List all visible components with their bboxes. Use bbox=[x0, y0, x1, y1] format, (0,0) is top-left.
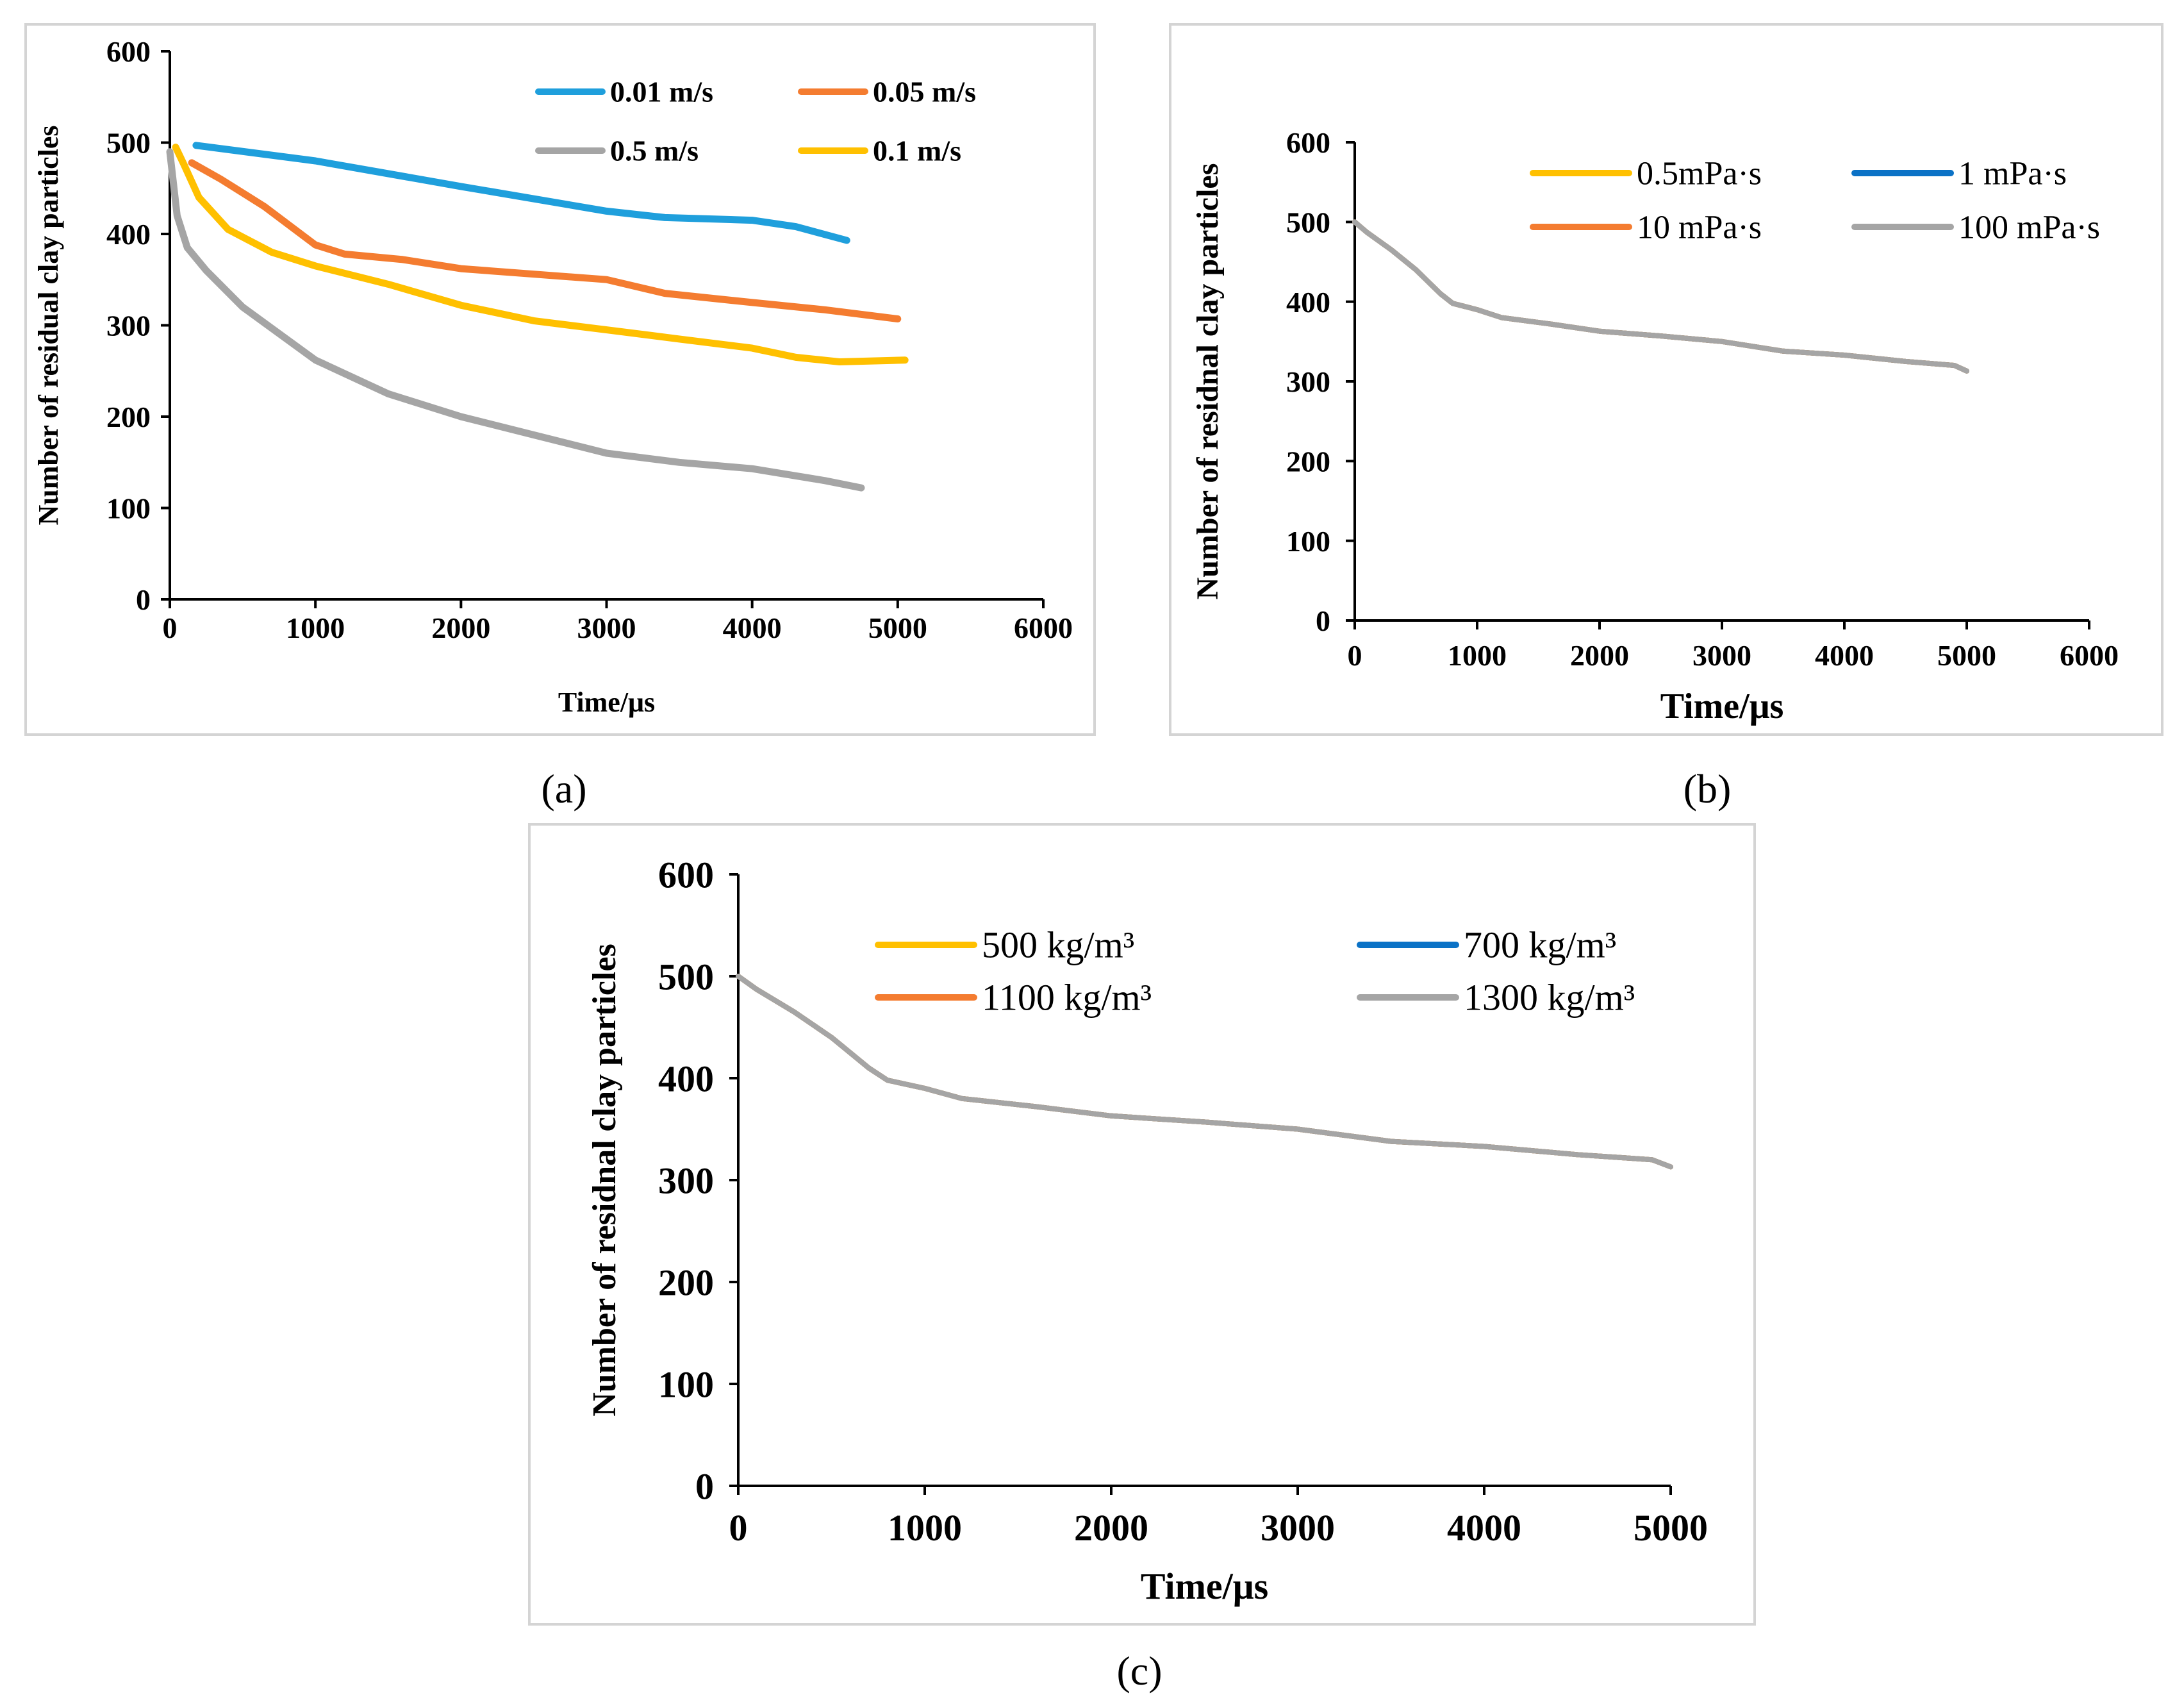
x-tick-label: 2000 bbox=[1074, 1507, 1148, 1549]
x-tick-label: 6000 bbox=[1014, 612, 1073, 644]
y-tick-label: 200 bbox=[1286, 445, 1330, 478]
x-tick-label: 6000 bbox=[2060, 639, 2119, 672]
series-line-4 bbox=[736, 974, 1673, 1170]
y-tick-label: 600 bbox=[106, 35, 151, 68]
x-axis-title: Time/μs bbox=[1141, 1565, 1268, 1607]
x-tick-label: 3000 bbox=[1261, 1507, 1335, 1549]
x-tick-label: 5000 bbox=[1937, 639, 1996, 672]
y-tick-label: 300 bbox=[1286, 365, 1330, 398]
y-tick-label: 100 bbox=[658, 1363, 714, 1405]
y-tick-label: 100 bbox=[1286, 525, 1330, 558]
chart-c: 0 100 200 300 400 500 600 0 1000 2000 3000 4000 5000… bbox=[586, 854, 1708, 1607]
y-tick-label: 400 bbox=[106, 218, 151, 251]
y-axis-title: Number of residual clay particles bbox=[33, 125, 64, 525]
x-axis-title: Time/μs bbox=[558, 687, 655, 718]
x-tick-label: 4000 bbox=[1815, 639, 1874, 672]
y-tick-label: 0 bbox=[695, 1465, 714, 1507]
panel-label-a: (a) bbox=[541, 766, 586, 812]
series-line-2 bbox=[188, 159, 902, 322]
x-tick-label: 0 bbox=[163, 612, 178, 644]
panel-c-frame bbox=[528, 823, 1756, 1626]
y-axis-title: Number of residnal clay particles bbox=[586, 944, 623, 1417]
series-line-4 bbox=[1352, 219, 1969, 374]
y-tick-label: 300 bbox=[658, 1160, 714, 1201]
panel-label-c: (c) bbox=[1116, 1648, 1162, 1694]
y-tick-label: 200 bbox=[106, 401, 151, 433]
y-tick-label: 600 bbox=[1286, 126, 1330, 159]
y-tick-label: 200 bbox=[658, 1262, 714, 1303]
series-line-4 bbox=[172, 144, 909, 365]
y-tick-label: 400 bbox=[658, 1058, 714, 1099]
x-tick-label: 5000 bbox=[1634, 1507, 1708, 1549]
legend-label: 1300 kg/m³ bbox=[1464, 977, 1635, 1019]
panel-label-b: (b) bbox=[1684, 766, 1732, 812]
x-tick-label: 1000 bbox=[1448, 639, 1507, 672]
x-tick-label: 0 bbox=[729, 1507, 748, 1549]
x-tick-label: 1000 bbox=[888, 1507, 962, 1549]
legend-label: 500 kg/m³ bbox=[982, 924, 1134, 966]
y-tick-label: 300 bbox=[106, 310, 151, 342]
legend-label: 100 mPa·s bbox=[1958, 210, 2100, 246]
x-axis-title: Time/μs bbox=[1660, 687, 1784, 726]
y-tick-label: 500 bbox=[1286, 206, 1330, 238]
series-line-3 bbox=[166, 148, 865, 492]
legend-label: 0.01 m/s bbox=[610, 76, 713, 108]
y-tick-label: 600 bbox=[658, 854, 714, 895]
y-tick-label: 400 bbox=[1286, 286, 1330, 319]
legend-label: 0.5mPa·s bbox=[1637, 156, 1762, 192]
x-tick-label: 4000 bbox=[1447, 1507, 1521, 1549]
legend-label: 1 mPa·s bbox=[1958, 156, 2067, 192]
x-tick-label: 5000 bbox=[868, 612, 927, 644]
y-tick-label: 100 bbox=[106, 492, 151, 525]
y-axis-title: Number of residnal clay particles bbox=[1191, 163, 1225, 600]
legend-label: 1100 kg/m³ bbox=[982, 977, 1152, 1019]
legend-label: 0.1 m/s bbox=[873, 135, 961, 167]
legend-label: 0.05 m/s bbox=[873, 76, 976, 108]
y-tick-label: 0 bbox=[136, 583, 151, 616]
x-tick-label: 2000 bbox=[431, 612, 490, 644]
y-tick-label: 500 bbox=[658, 956, 714, 997]
legend-label: 700 kg/m³ bbox=[1464, 924, 1616, 966]
y-tick-label: 0 bbox=[1316, 604, 1330, 637]
x-tick-label: 4000 bbox=[723, 612, 782, 644]
x-tick-label: 1000 bbox=[286, 612, 345, 644]
x-tick-label: 0 bbox=[1348, 639, 1362, 672]
x-tick-label: 3000 bbox=[1692, 639, 1751, 672]
panel-b-frame bbox=[1169, 23, 2163, 736]
legend-label: 10 mPa·s bbox=[1637, 210, 1762, 246]
y-tick-label: 500 bbox=[106, 127, 151, 160]
series-line-1 bbox=[192, 142, 850, 244]
legend-label: 0.5 m/s bbox=[610, 135, 699, 167]
x-tick-label: 2000 bbox=[1570, 639, 1629, 672]
x-tick-label: 3000 bbox=[577, 612, 636, 644]
panel-a-frame bbox=[24, 23, 1096, 736]
